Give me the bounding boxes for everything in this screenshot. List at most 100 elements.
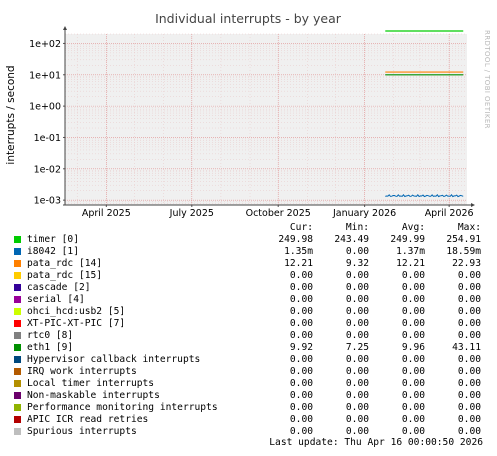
legend-cur: 0.00 [289,318,313,329]
legend-cur: 0.00 [289,414,313,425]
legend-row: serial [4] 0.00 0.00 0.00 0.00 [12,294,492,306]
legend-min: 0.00 [345,426,369,437]
legend-series-name: rtc0 [8] [27,330,74,341]
legend-swatch [14,344,21,351]
legend-min: 243.49 [334,234,369,245]
legend-series-name: Non-maskable interrupts [27,390,160,401]
legend-cur: 0.00 [289,390,313,401]
legend-header-min: Min: [345,222,369,233]
legend-row: Local timer interrupts 0.00 0.00 0.00 0.00 [12,378,492,390]
legend-avg: 0.00 [401,378,425,389]
legend-avg: 249.99 [390,234,425,245]
legend-min: 0.00 [345,246,369,257]
legend-series-name: APIC ICR read retries [27,414,149,425]
legend-max: 0.00 [457,294,481,305]
legend-swatch [14,248,21,255]
legend-series-name: Hypervisor callback interrupts [27,354,201,365]
legend-swatch [14,380,21,387]
legend-max: 0.00 [457,282,481,293]
x-tick-label: April 2025 [82,208,131,219]
legend-series-name: serial [4] [27,294,85,305]
watermark: RRDTOOL / TOBI OETIKER [483,30,491,129]
legend-avg: 0.00 [401,366,425,377]
legend-header-cur: Cur: [289,222,313,233]
x-tick-label: January 2026 [332,208,396,219]
legend-max: 0.00 [457,366,481,377]
y-tick-label: 1e+00 [29,102,61,113]
legend-avg: 9.96 [401,342,425,353]
legend-header-max: Max: [457,222,481,233]
legend-row: XT-PIC-XT-PIC [7] 0.00 0.00 0.00 0.00 [12,318,492,330]
plot-area: 1e+02 1e+01 1e+00 1e-01 1e-02 1e-03 April 2025… [29,26,475,219]
legend-series-name: eth1 [9] [27,342,74,353]
legend-avg: 0.00 [401,426,425,437]
x-axis-arrow [471,203,475,207]
legend-series-name: XT-PIC-XT-PIC [7] [27,318,126,329]
legend: Cur: Min: Avg: Max: timer [0] 249.98 243.4… [12,222,492,438]
legend-row: Non-maskable interrupts 0.00 0.00 0.00 0.00 [12,390,492,402]
legend-max: 0.00 [457,402,481,413]
legend-series-name: IRQ work interrupts [27,366,137,377]
legend-max: 0.00 [457,270,481,281]
legend-min: 0.00 [345,378,369,389]
legend-max: 43.11 [452,342,481,353]
legend-avg: 0.00 [401,414,425,425]
legend-series-name: Spurious interrupts [27,426,137,437]
y-tick-label: 1e-02 [34,164,61,175]
legend-swatch [14,332,21,339]
legend-cur: 0.00 [289,294,313,305]
y-axis-label: interrupts / second [5,65,17,164]
legend-cur: 249.98 [278,234,313,245]
legend-avg: 0.00 [401,354,425,365]
legend-avg: 0.00 [401,294,425,305]
series-line [385,193,464,198]
legend-row: rtc0 [8] 0.00 0.00 0.00 0.00 [12,330,492,342]
y-axis-arrow [63,26,67,30]
legend-swatch [14,416,21,423]
legend-max: 0.00 [457,354,481,365]
legend-avg: 0.00 [401,306,425,317]
legend-avg: 0.00 [401,390,425,401]
legend-avg: 0.00 [401,270,425,281]
legend-swatch [14,260,21,267]
legend-series-name: i8042 [1] [27,246,79,257]
legend-max: 0.00 [457,330,481,341]
last-update: Last update: Thu Apr 16 00:00:50 2026 [269,437,483,448]
legend-swatch [14,392,21,399]
legend-min: 0.00 [345,270,369,281]
legend-series-name: pata_rdc [14] [27,258,103,269]
legend-avg: 1.37m [396,246,425,257]
legend-swatch [14,296,21,303]
legend-cur: 0.00 [289,402,313,413]
legend-min: 0.00 [345,354,369,365]
y-tick-label: 1e-03 [34,196,61,207]
legend-series-name: pata_rdc [15] [27,270,103,281]
legend-swatch [14,356,21,363]
legend-cur: 0.00 [289,306,313,317]
legend-avg: 0.00 [401,330,425,341]
legend-swatch [14,272,21,279]
legend-cur: 9.92 [289,342,313,353]
y-tick-label: 1e+02 [29,39,61,50]
legend-header: Cur: Min: Avg: Max: [12,222,492,234]
legend-cur: 0.00 [289,426,313,437]
legend-header-avg: Avg: [401,222,425,233]
legend-series-name: timer [0] [27,234,79,245]
legend-swatch [14,368,21,375]
legend-cur: 0.00 [289,330,313,341]
legend-row: Spurious interrupts 0.00 0.00 0.00 0.00 [12,426,492,438]
legend-series-name: ohci_hcd:usb2 [5] [27,306,126,317]
legend-cur: 0.00 [289,378,313,389]
legend-swatch [14,320,21,327]
legend-series-name: cascade [2] [27,282,91,293]
legend-swatch [14,284,21,291]
legend-row: Performance monitoring interrupts 0.00 0.0… [12,402,492,414]
legend-min: 9.32 [345,258,369,269]
legend-min: 0.00 [345,306,369,317]
legend-row: Hypervisor callback interrupts 0.00 0.00 0.… [12,354,492,366]
plot-background [65,34,467,205]
legend-max: 254.91 [446,234,481,245]
legend-max: 18.59m [446,246,481,257]
legend-min: 7.25 [345,342,369,353]
